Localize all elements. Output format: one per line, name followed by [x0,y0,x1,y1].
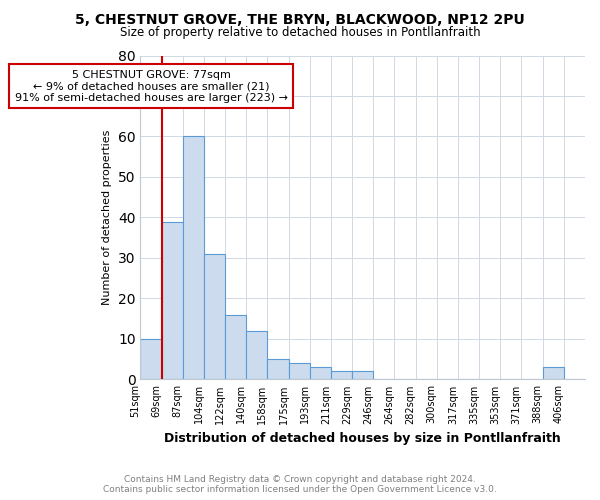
Bar [289,363,310,380]
Bar [246,331,268,380]
Text: Contains HM Land Registry data © Crown copyright and database right 2024.
Contai: Contains HM Land Registry data © Crown c… [103,474,497,494]
Bar [183,136,204,380]
Bar [161,222,183,380]
Text: Size of property relative to detached houses in Pontllanfraith: Size of property relative to detached ho… [119,26,481,39]
Bar [140,339,161,380]
Text: 5 CHESTNUT GROVE: 77sqm
← 9% of detached houses are smaller (21)
91% of semi-det: 5 CHESTNUT GROVE: 77sqm ← 9% of detached… [14,70,287,103]
Text: 5, CHESTNUT GROVE, THE BRYN, BLACKWOOD, NP12 2PU: 5, CHESTNUT GROVE, THE BRYN, BLACKWOOD, … [75,12,525,26]
X-axis label: Distribution of detached houses by size in Pontllanfraith: Distribution of detached houses by size … [164,432,561,445]
Bar [225,314,246,380]
Bar [310,368,331,380]
Bar [331,372,352,380]
Bar [352,372,373,380]
Bar [542,368,564,380]
Bar [268,359,289,380]
Bar [204,254,225,380]
Y-axis label: Number of detached properties: Number of detached properties [103,130,112,305]
